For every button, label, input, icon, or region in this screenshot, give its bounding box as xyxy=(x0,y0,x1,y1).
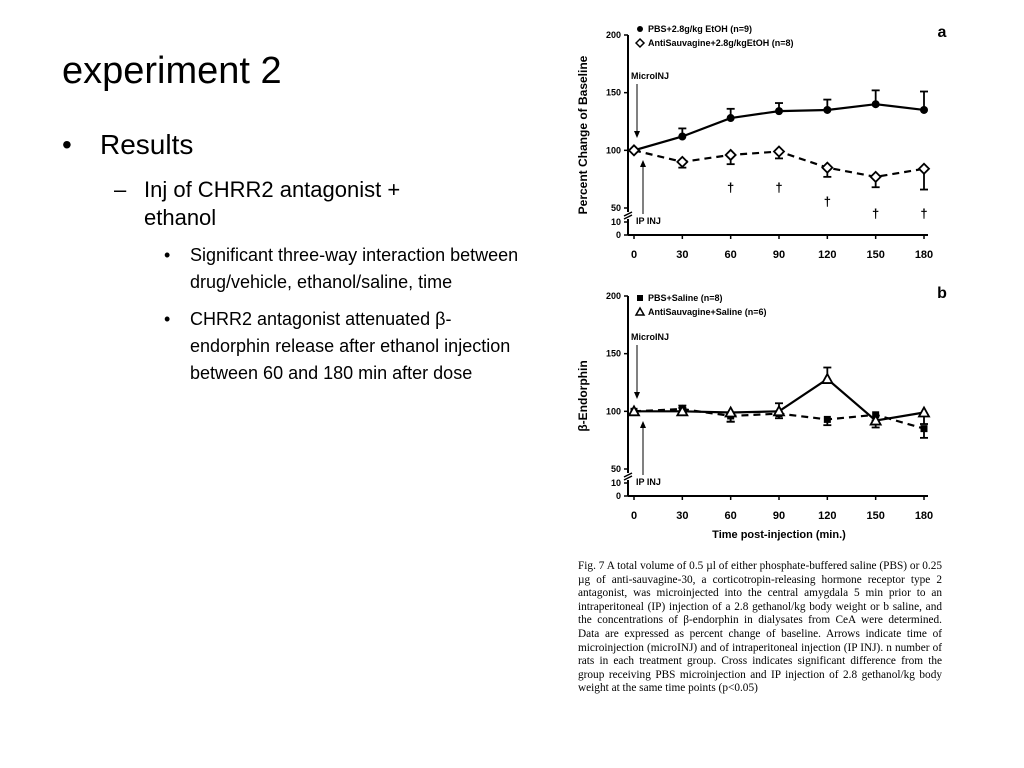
data-point xyxy=(675,404,689,417)
legend-label: PBS+2.8g/kg EtOH (n=9) xyxy=(648,24,752,34)
y-tick-label: 10 xyxy=(611,217,621,227)
data-point xyxy=(917,162,931,176)
data-point xyxy=(823,415,831,423)
data-point xyxy=(917,405,931,418)
x-tick-label: 120 xyxy=(818,510,836,522)
bullet-level1: • Results xyxy=(62,128,522,162)
x-tick-label: 90 xyxy=(773,510,785,522)
data-point xyxy=(775,107,783,116)
bullet-level2: – Inj of CHRR2 antagonist + ethanol xyxy=(62,176,474,232)
data-point xyxy=(676,155,689,169)
y-axis-title: β-Endorphin xyxy=(576,360,590,431)
x-tick-label: 180 xyxy=(915,510,933,522)
significance-dagger: † xyxy=(727,180,734,195)
legend-marker xyxy=(634,37,646,49)
data-point xyxy=(726,114,735,123)
bullet-attenuation: CHRR2 antagonist attenuated β-endorphin … xyxy=(190,309,511,383)
significance-dagger: † xyxy=(775,180,782,195)
ip-inj-arrowhead xyxy=(640,160,646,167)
axis-break-mark xyxy=(623,475,633,481)
significance-dagger: † xyxy=(872,206,879,221)
bullet-results: Results xyxy=(100,129,194,160)
data-point xyxy=(871,100,880,109)
data-point xyxy=(823,105,832,114)
legend-marker xyxy=(637,295,643,301)
x-tick-label: 60 xyxy=(725,510,737,522)
y-tick-label: 0 xyxy=(616,230,621,240)
x-tick-label: 90 xyxy=(773,249,785,261)
ip-inj-arrowhead xyxy=(640,421,646,428)
legend-label: AntiSauvagine+2.8g/kgEtOH (n=8) xyxy=(648,38,794,48)
data-point xyxy=(627,144,641,157)
x-tick-label: 0 xyxy=(631,249,637,261)
x-axis-title: Time post-injection (min.) xyxy=(712,529,846,541)
data-point xyxy=(724,148,737,162)
x-tick-label: 180 xyxy=(915,249,933,261)
annotation-microinj: MicroINJ xyxy=(631,71,669,81)
y-tick-label: 100 xyxy=(606,145,621,155)
data-point xyxy=(820,372,834,384)
microinj-arrowhead xyxy=(634,131,640,138)
legend-marker xyxy=(637,26,643,32)
panel-label: a xyxy=(938,24,947,41)
bullet-injection: Inj of CHRR2 antagonist + ethanol xyxy=(144,177,401,230)
y-tick-label: 150 xyxy=(606,88,621,98)
legend-label: AntiSauvagine+Saline (n=6) xyxy=(648,307,767,317)
bullet-list: • Results – Inj of CHRR2 antagonist + et… xyxy=(62,128,522,387)
data-point xyxy=(772,404,786,417)
bullet-level3-2: • CHRR2 antagonist attenuated β-endorphi… xyxy=(62,306,520,387)
slide-title: experiment 2 xyxy=(62,50,282,92)
annotation-microinj: MicroINJ xyxy=(631,332,669,342)
figure-caption: Fig. 7 A total volume of 0.5 µl of eithe… xyxy=(578,560,942,695)
data-point xyxy=(724,405,738,418)
data-point xyxy=(678,132,687,141)
bullet-marker: • xyxy=(62,129,72,160)
y-tick-label: 50 xyxy=(611,464,621,474)
axis-break-mark xyxy=(623,472,633,478)
bullet-level3-1: • Significant three-way interaction betw… xyxy=(62,242,520,296)
x-tick-label: 30 xyxy=(676,510,688,522)
x-tick-label: 150 xyxy=(866,249,884,261)
data-point xyxy=(869,170,882,184)
bullet-marker: • xyxy=(164,245,171,265)
y-tick-label: 50 xyxy=(611,203,621,213)
data-point xyxy=(821,161,834,174)
x-tick-label: 0 xyxy=(631,510,637,522)
data-point xyxy=(627,404,641,417)
data-point xyxy=(920,425,928,433)
microinj-arrowhead xyxy=(634,392,640,399)
significance-dagger: † xyxy=(824,194,831,209)
y-axis-title: Percent Change of Baseline xyxy=(576,55,590,214)
x-tick-label: 120 xyxy=(818,249,836,261)
data-point xyxy=(772,145,786,158)
data-point xyxy=(920,105,928,114)
y-tick-label: 200 xyxy=(606,30,621,40)
axis-break-mark xyxy=(623,214,633,220)
bullet-interaction: Significant three-way interaction betwee… xyxy=(190,245,519,292)
y-tick-label: 150 xyxy=(606,349,621,359)
y-tick-label: 100 xyxy=(606,406,621,416)
panel-label: b xyxy=(937,285,947,302)
y-tick-label: 0 xyxy=(616,491,621,501)
y-tick-label: 10 xyxy=(611,478,621,488)
bullet-marker: • xyxy=(164,309,171,329)
axis-break-mark xyxy=(623,211,633,217)
y-tick-label: 200 xyxy=(606,291,621,301)
x-tick-label: 30 xyxy=(676,249,688,261)
annotation-ip-inj: IP INJ xyxy=(636,216,661,226)
annotation-ip-inj: IP INJ xyxy=(636,477,661,487)
dash-marker: – xyxy=(114,177,127,202)
x-tick-label: 60 xyxy=(725,249,737,261)
significance-dagger: † xyxy=(920,206,927,221)
legend-label: PBS+Saline (n=8) xyxy=(648,293,723,303)
legend-marker xyxy=(634,306,646,316)
x-tick-label: 150 xyxy=(866,510,884,522)
data-point xyxy=(869,413,883,426)
